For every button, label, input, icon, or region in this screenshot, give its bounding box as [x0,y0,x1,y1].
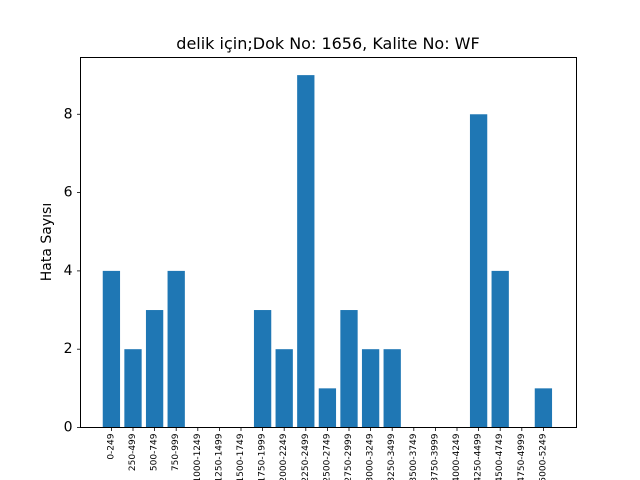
y-tick-label: 8 [64,106,73,122]
bar-3250-3499 [383,349,401,428]
bar-0-249 [102,270,121,428]
y-axis: 0 2 4 6 8 [64,106,81,436]
x-tick-label: 4000-4249 [452,433,462,480]
plot-frame [80,57,577,428]
x-tick-label: 750-999 [171,433,181,471]
x-tick-label: 1750-1999 [258,433,268,480]
x-tick-label: 3250-3499 [387,433,397,480]
x-tick-label: 4250-4499 [474,433,484,480]
bar-2250-2499 [297,75,315,428]
x-tick-label: 0-249 [106,433,116,459]
x-tick-label: 1500-1749 [236,433,246,480]
bar-4500-4749 [491,270,509,428]
bar-250-499 [124,349,142,428]
y-tick-label: 4 [64,263,73,279]
x-tick-label: 2250-2499 [301,433,311,480]
x-tick-label: 500-749 [150,433,160,471]
y-tick-label: 6 [64,185,73,201]
x-tick-label: 3000-3249 [366,433,376,480]
bars-group [102,75,553,428]
x-tick-label: 3750-3999 [430,433,440,480]
x-axis: 0-249 250-499 500-749 750-999 1000-1249 1250-… [106,427,548,480]
x-tick-label: 4750-4999 [517,433,527,480]
bar-2500-2749 [318,388,337,428]
y-tick-label: 2 [64,341,73,357]
bar-500-749 [145,310,164,428]
x-tick-label: 2000-2249 [279,433,289,480]
x-tick-label: 250-499 [128,433,138,471]
x-tick-label: 3500-3749 [409,433,419,480]
x-tick-label: 5000-5249 [538,433,548,480]
bar-5000-5249 [534,388,553,428]
bar-2000-2249 [275,349,293,428]
x-tick-label: 4500-4749 [495,433,505,480]
x-tick-label: 1000-1249 [193,433,203,480]
bar-750-999 [167,270,185,428]
bar-2750-2999 [340,310,358,428]
y-tick-label: 0 [64,420,73,436]
x-tick-label: 2500-2749 [322,433,332,480]
chart-title: delik için;Dok No: 1656, Kalite No: WF [176,34,479,53]
x-tick-label: 1250-1499 [214,433,224,480]
x-tick-label: 2750-2999 [344,433,354,480]
bar-3000-3249 [361,349,380,428]
bar-1750-1999 [253,310,272,428]
y-axis-label: Hata Sayısı [39,203,55,281]
bar-4250-4499 [469,114,488,428]
